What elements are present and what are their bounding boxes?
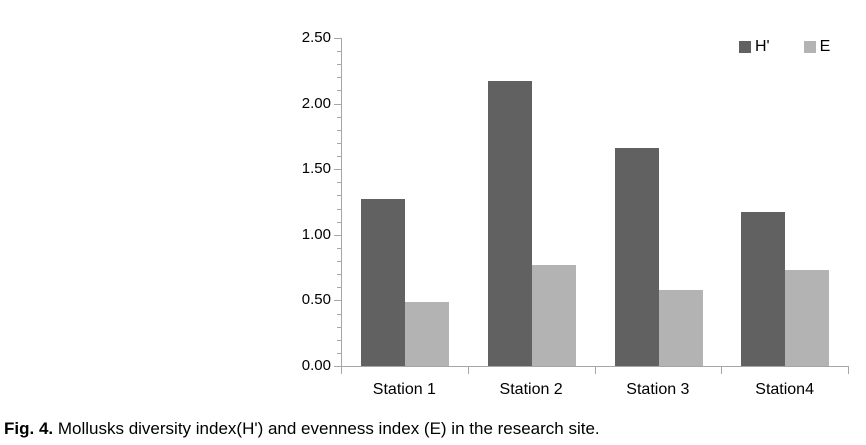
x-axis-category-label: Station 3: [626, 381, 690, 398]
figure-caption: Fig. 4. Mollusks diversity index(H') and…: [4, 419, 600, 439]
y-axis-minor-tick: [337, 221, 341, 223]
y-axis-tick-label: 1.00: [301, 225, 331, 243]
y-axis-minor-tick: [337, 64, 341, 66]
y-axis-minor-tick: [337, 274, 341, 276]
y-axis-minor-tick: [337, 156, 341, 158]
y-axis-tick-label: 2.00: [301, 94, 331, 112]
y-axis-minor-tick: [337, 182, 341, 184]
y-axis-minor-tick: [337, 129, 341, 131]
y-axis-major-tick: [334, 366, 341, 367]
y-axis-minor-tick: [337, 90, 341, 92]
y-axis-major-tick: [334, 169, 341, 171]
x-axis-category-label: Station 1: [372, 381, 436, 398]
x-axis-tick: [848, 366, 849, 374]
y-axis-minor-tick: [337, 142, 341, 144]
y-axis-tick-label: 1.50: [301, 160, 331, 178]
y-axis-minor-tick: [337, 352, 341, 354]
y-axis-minor-tick: [337, 261, 341, 263]
y-axis-tick-label: 2.50: [301, 29, 331, 46]
chart-legend: H' E: [739, 38, 830, 56]
legend-swatch-h-icon: [739, 41, 751, 53]
bar-e-station-4: [785, 270, 830, 366]
legend-swatch-e-icon: [803, 41, 816, 53]
y-axis-major-tick: [334, 38, 341, 39]
y-axis-tick-label: 0.00: [301, 357, 331, 374]
legend-item-h: H': [739, 38, 770, 56]
y-axis-minor-tick: [337, 287, 341, 289]
y-axis-minor-tick: [337, 51, 341, 53]
y-axis-minor-tick: [337, 326, 341, 328]
y-axis-minor-tick: [337, 195, 341, 197]
bar-e-station-2: [531, 264, 576, 366]
x-axis-tick: [341, 366, 342, 374]
x-axis-tick: [594, 366, 596, 374]
bar-h-station-2: [487, 81, 532, 366]
y-axis-major-tick: [334, 103, 341, 105]
legend-label-e: E: [819, 38, 831, 55]
y-axis-minor-tick: [337, 247, 341, 249]
legend-label-h: H': [755, 38, 770, 55]
legend-item-e: E: [803, 38, 831, 56]
bar-e-station-3: [658, 289, 703, 366]
bar-h-station-4: [741, 212, 786, 366]
y-axis-major-tick: [334, 234, 341, 236]
y-axis-minor-tick: [337, 208, 341, 210]
bar-h-station-1: [361, 199, 405, 366]
x-axis-category-label: Station 2: [499, 381, 563, 398]
x-axis-tick: [467, 366, 469, 374]
y-axis-minor-tick: [337, 77, 341, 79]
y-axis-minor-tick: [337, 116, 341, 118]
x-axis-category-label: Station4: [755, 381, 814, 398]
figure-caption-text: Mollusks diversity index(H') and evennes…: [53, 419, 600, 438]
y-axis-minor-tick: [337, 313, 341, 315]
y-axis-tick-label: 0.50: [301, 291, 331, 309]
bar-e-station-1: [405, 301, 449, 366]
bar-h-station-3: [614, 148, 659, 366]
y-axis-line: [341, 38, 342, 366]
x-axis-tick: [721, 366, 723, 374]
figure-caption-label: Fig. 4.: [4, 419, 54, 438]
y-axis-minor-tick: [337, 339, 341, 341]
y-axis-major-tick: [334, 300, 341, 302]
